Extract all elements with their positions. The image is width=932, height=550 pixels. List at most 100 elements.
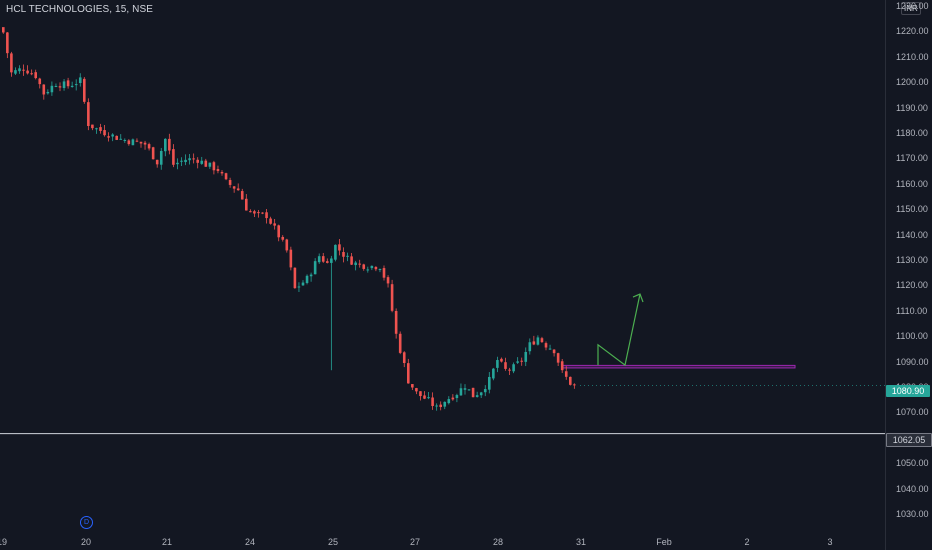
x-tick-label: 28 <box>492 537 504 547</box>
candle-body <box>342 252 345 257</box>
candle-body <box>556 353 560 363</box>
candle-body <box>204 160 208 167</box>
candle-body <box>317 256 321 263</box>
candle-body <box>504 362 507 369</box>
candle-body <box>354 262 357 266</box>
projection-path <box>597 293 641 367</box>
y-tick-label: 1040.00 <box>896 483 929 494</box>
x-tick-label: 19 <box>0 537 8 547</box>
candle-body <box>439 404 442 408</box>
candle-body <box>261 212 264 214</box>
symbol-title[interactable]: HCL TECHNOLOGIES, 15, NSE <box>6 4 153 15</box>
candle-body <box>277 225 280 238</box>
candle-body <box>265 212 268 219</box>
candle-body <box>188 158 191 161</box>
candle-body <box>34 72 37 79</box>
candle-body <box>305 275 309 284</box>
candle-body <box>224 173 228 180</box>
y-tick-label: 1120.00 <box>896 280 928 291</box>
candle-body <box>285 239 289 251</box>
y-tick-label: 1070.00 <box>896 407 929 418</box>
candle-body <box>500 358 503 362</box>
candle-body <box>516 361 519 363</box>
candle-body <box>139 141 143 144</box>
candle-body <box>131 139 135 146</box>
candle-body <box>492 368 495 379</box>
dividend-marker-icon[interactable]: D <box>80 516 93 529</box>
candle-body <box>512 364 515 372</box>
candle-body <box>212 162 216 171</box>
candle-body <box>358 263 361 265</box>
candle-body <box>62 81 66 89</box>
candle-body <box>528 342 532 352</box>
candle-body <box>382 268 386 278</box>
candle-body <box>99 127 102 131</box>
candle-body <box>281 236 285 240</box>
y-tick-label: 1190.00 <box>896 102 928 113</box>
candle-body <box>350 256 353 265</box>
candle-body <box>127 140 131 145</box>
candle-body <box>83 78 86 102</box>
candle-body <box>297 286 301 288</box>
candle-body <box>273 223 276 226</box>
candle-body <box>240 191 244 200</box>
horizontal-line-price-label: 1062.05 <box>886 433 932 447</box>
candle-body <box>119 138 123 140</box>
y-tick-label: 1130.00 <box>896 255 928 265</box>
candle-body <box>200 160 204 164</box>
x-tick-label: 3 <box>827 537 833 547</box>
candle-body <box>423 395 426 399</box>
candle-body <box>172 149 175 165</box>
last-price-label: 1080.90 <box>886 385 930 397</box>
candle-body <box>289 249 293 268</box>
candle-body <box>326 261 329 263</box>
candle-body <box>2 27 5 33</box>
candle-body <box>236 188 240 191</box>
candlestick-chart[interactable] <box>0 0 885 550</box>
x-tick-label: 31 <box>575 537 587 547</box>
candle-body <box>232 186 236 189</box>
candle-body <box>18 68 21 72</box>
candle-body <box>54 85 58 87</box>
candle-body <box>192 158 195 160</box>
y-tick-label: 1140.00 <box>896 229 928 240</box>
candle-body <box>386 277 390 284</box>
candle-body <box>378 269 382 271</box>
candle-body <box>407 363 410 384</box>
x-tick-label: 20 <box>80 537 92 547</box>
y-tick-label: 1090.00 <box>896 356 929 367</box>
candle-body <box>245 198 248 211</box>
y-tick-label: 1150.00 <box>896 204 928 215</box>
y-tick-label: 1100.00 <box>896 331 928 342</box>
candle-body <box>520 360 523 362</box>
candle-body <box>46 91 50 94</box>
candle-body <box>398 333 402 353</box>
candle-body <box>155 159 159 165</box>
currency-badge[interactable]: INR <box>901 2 921 15</box>
candle-body <box>536 337 540 345</box>
candle-body <box>321 256 325 262</box>
candle-body <box>443 401 447 407</box>
y-tick-label: 1200.00 <box>896 77 929 88</box>
candle-body <box>14 70 17 74</box>
y-tick-label: 1220.00 <box>896 26 929 37</box>
x-tick-label: 2 <box>744 537 750 547</box>
candle-body <box>459 388 463 396</box>
candle-body <box>402 352 406 364</box>
candle-body <box>180 160 183 162</box>
candle-body <box>22 69 25 71</box>
candle-body <box>463 388 467 390</box>
candle-body <box>269 218 272 224</box>
candle-body <box>447 399 451 404</box>
y-tick-label: 1230.00 <box>896 1 929 11</box>
candle-body <box>78 77 82 84</box>
candle-body <box>159 150 163 165</box>
candle-body <box>346 255 349 257</box>
candle-body <box>569 376 572 385</box>
candle-body <box>66 80 70 87</box>
candle-body <box>147 144 151 149</box>
candle-body <box>564 371 568 377</box>
candle-body <box>540 338 544 343</box>
price-scale[interactable] <box>885 0 932 550</box>
y-tick-label: 1180.00 <box>896 128 928 138</box>
